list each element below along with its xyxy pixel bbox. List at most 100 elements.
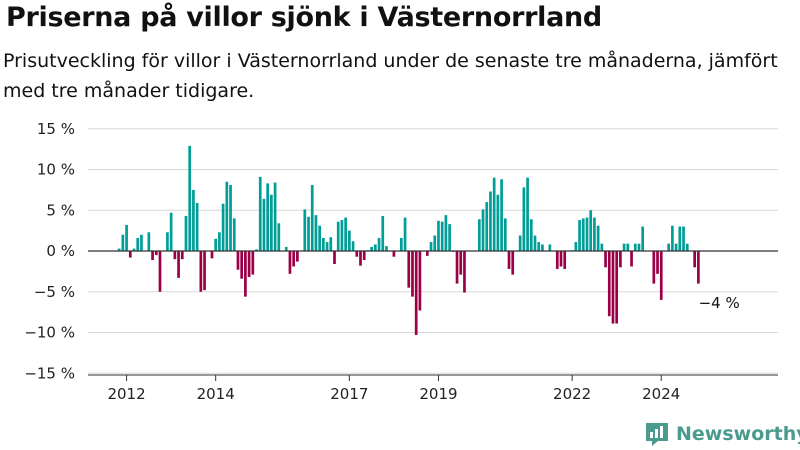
bar — [626, 243, 630, 251]
last-value-annotation: −4 % — [699, 294, 740, 312]
bar — [548, 244, 552, 251]
bar — [529, 219, 533, 252]
bar — [448, 224, 451, 251]
bar — [292, 251, 296, 267]
bar — [444, 215, 448, 251]
bar — [500, 179, 503, 251]
bar — [656, 251, 659, 274]
bar — [641, 226, 645, 251]
bar — [630, 251, 633, 267]
chart-subtitle: Prisutveckling för villor i Västernorrla… — [3, 50, 778, 102]
bar — [507, 251, 511, 269]
bar — [296, 251, 299, 262]
bar — [674, 243, 678, 251]
brand-name: Newsworthy — [676, 423, 800, 445]
bar — [251, 251, 255, 275]
bar — [329, 237, 333, 252]
bar — [440, 221, 444, 251]
bar — [355, 251, 359, 257]
x-tick-label: 2012 — [107, 385, 145, 403]
bar — [229, 184, 232, 252]
bar — [307, 216, 310, 251]
bar — [589, 210, 593, 251]
bar — [303, 209, 307, 251]
y-tick-label: 15 % — [37, 120, 75, 138]
bar — [622, 243, 626, 251]
bar — [154, 251, 158, 256]
x-axis — [88, 250, 778, 376]
bar — [693, 251, 697, 268]
bar — [284, 246, 288, 252]
y-tick-label: −10 % — [24, 324, 75, 342]
y-tick-label: 0 % — [46, 242, 75, 260]
grid-lines — [88, 128, 778, 374]
bar — [125, 224, 128, 251]
bar — [203, 251, 206, 291]
newsworthy-logo: Newsworthy — [644, 420, 800, 448]
bar — [121, 234, 125, 251]
x-tick-label: 2017 — [330, 385, 368, 403]
bar — [117, 248, 121, 251]
bar — [136, 237, 140, 251]
bar — [533, 235, 537, 251]
bar — [277, 223, 281, 251]
y-tick-label: −15 % — [24, 364, 75, 382]
bar — [225, 181, 229, 251]
bar — [455, 251, 459, 284]
bar — [244, 251, 247, 297]
bar — [262, 198, 266, 251]
bar — [258, 176, 262, 251]
bar — [336, 221, 340, 251]
bar — [188, 145, 192, 252]
bar — [492, 177, 496, 251]
bar — [585, 217, 589, 251]
bar — [522, 187, 526, 251]
bar — [511, 251, 515, 275]
bar — [359, 251, 362, 266]
bar — [385, 246, 388, 251]
bar — [489, 191, 492, 251]
bar — [140, 234, 143, 251]
bar — [333, 251, 336, 265]
bar — [325, 242, 329, 251]
x-axis-ticks: 2012 2014 2017 2019 2022 2024 — [107, 375, 680, 403]
bar — [596, 225, 600, 252]
bar — [425, 251, 429, 256]
bar — [477, 219, 481, 252]
bar — [240, 251, 244, 279]
bar — [411, 251, 414, 297]
bar — [463, 251, 466, 293]
bar — [600, 243, 604, 251]
bar — [619, 251, 622, 268]
bar — [128, 251, 132, 258]
bar — [403, 217, 407, 251]
bar — [374, 244, 377, 251]
bar — [255, 249, 258, 251]
bar — [678, 226, 682, 251]
bar — [318, 225, 321, 252]
bar — [340, 220, 344, 251]
bar — [697, 251, 700, 284]
bar — [169, 212, 173, 251]
bar — [593, 217, 596, 251]
x-tick-label: 2024 — [642, 385, 680, 403]
bar — [362, 251, 366, 260]
bar — [232, 218, 236, 251]
bar — [526, 177, 529, 251]
bar — [210, 251, 214, 259]
bar — [496, 194, 500, 251]
bar — [437, 220, 440, 251]
bar — [429, 242, 433, 251]
bar — [652, 251, 656, 284]
bar — [132, 248, 136, 251]
bar — [633, 243, 637, 251]
bar — [381, 215, 385, 251]
bar — [273, 182, 277, 251]
bar — [221, 203, 225, 251]
bar — [322, 237, 325, 251]
bar — [344, 217, 347, 251]
bar — [611, 251, 615, 324]
x-tick-label: 2022 — [553, 385, 591, 403]
bar — [392, 251, 396, 257]
